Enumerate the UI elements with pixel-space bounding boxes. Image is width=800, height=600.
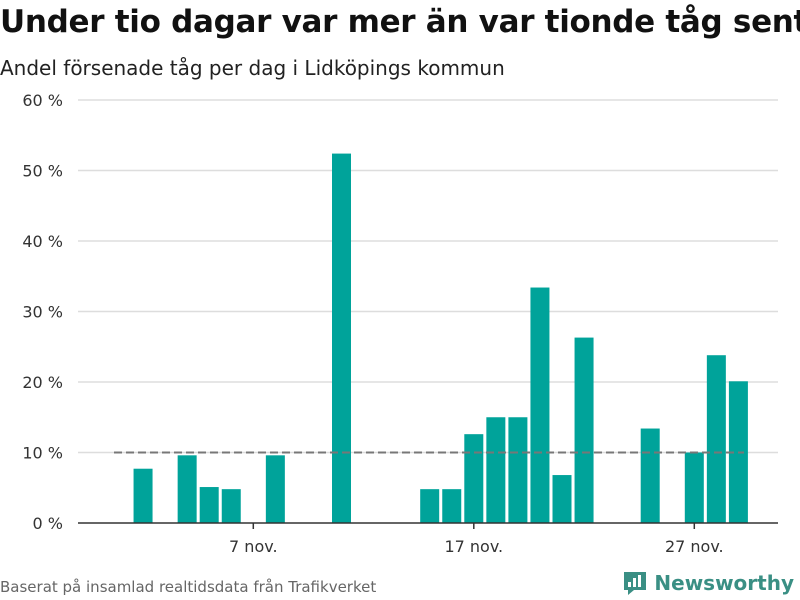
chart-title: Under tio dagar var mer än var tionde tå… bbox=[0, 4, 800, 40]
y-tick-label: 10 % bbox=[22, 444, 63, 463]
bar bbox=[442, 489, 462, 523]
bar bbox=[574, 337, 594, 523]
bar bbox=[177, 455, 197, 523]
bar bbox=[640, 428, 660, 523]
y-tick-label: 0 % bbox=[33, 514, 63, 533]
y-tick-label: 20 % bbox=[22, 373, 63, 392]
bar bbox=[420, 489, 440, 523]
newsworthy-logo-icon bbox=[624, 572, 647, 595]
y-tick-label: 60 % bbox=[22, 91, 63, 110]
bar bbox=[332, 153, 351, 523]
source-note: Baserat på insamlad realtidsdata från Tr… bbox=[0, 578, 377, 596]
bar bbox=[706, 355, 726, 523]
y-tick-label: 40 % bbox=[22, 232, 63, 251]
x-axis-ticks: 7 nov. 17 nov. 27 nov. bbox=[229, 523, 724, 556]
x-tick-label: 7 nov. bbox=[229, 537, 278, 556]
brand-name: Newsworthy bbox=[654, 571, 794, 595]
grid-lines bbox=[78, 99, 778, 454]
bar bbox=[552, 475, 572, 523]
x-tick-label: 17 nov. bbox=[444, 537, 503, 556]
bar bbox=[133, 468, 153, 523]
y-tick-label: 50 % bbox=[22, 162, 63, 181]
brand-logo: Newsworthy bbox=[622, 570, 794, 596]
bar bbox=[684, 452, 704, 523]
bar bbox=[486, 417, 506, 523]
bars bbox=[133, 153, 748, 523]
y-axis-ticks: 0 % 10 % 20 % 30 % 40 % 50 % 60 % bbox=[22, 91, 63, 533]
bar bbox=[464, 434, 484, 523]
bar bbox=[265, 455, 285, 523]
chart-subtitle: Andel försenade tåg per dag i Lidköpings… bbox=[0, 56, 505, 80]
x-tick-label: 27 nov. bbox=[665, 537, 724, 556]
bar bbox=[530, 287, 550, 523]
bar bbox=[508, 417, 528, 523]
bar bbox=[221, 489, 241, 523]
y-tick-label: 30 % bbox=[22, 303, 63, 322]
bar bbox=[199, 487, 219, 523]
